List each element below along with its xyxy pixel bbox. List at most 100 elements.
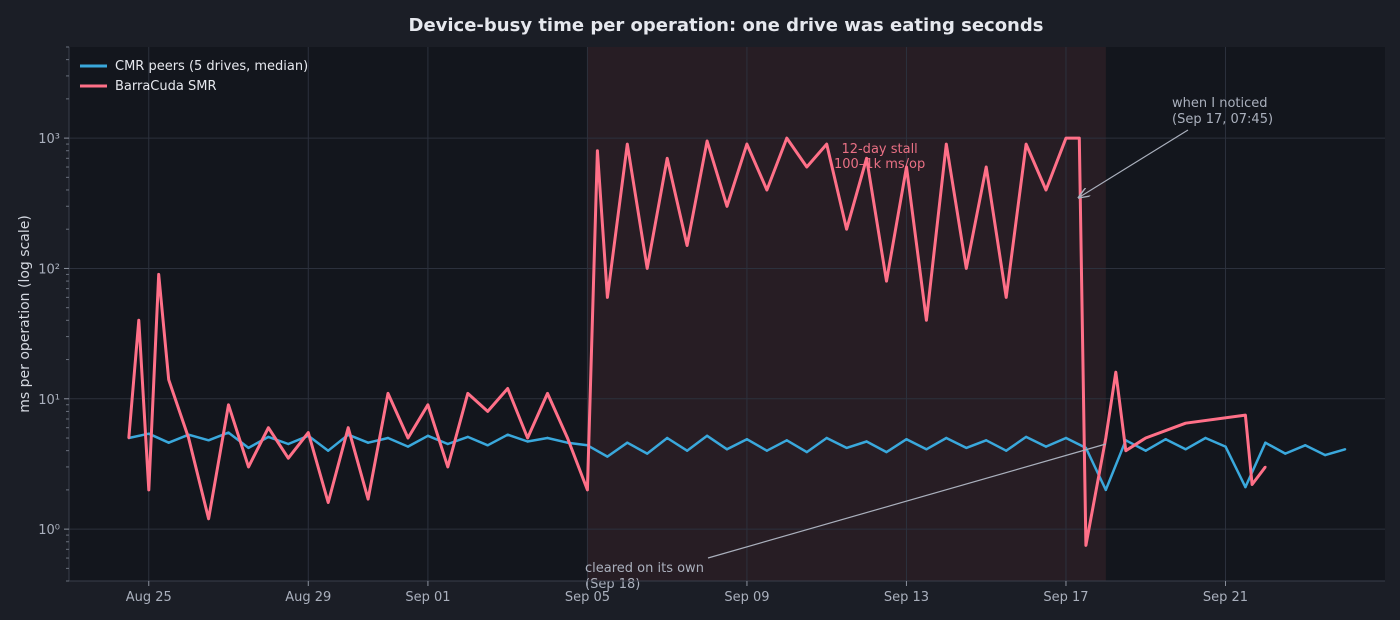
barracuda-smr-point bbox=[207, 517, 210, 520]
barracuda-smr-point bbox=[1078, 136, 1081, 140]
cmr-peers-point bbox=[745, 438, 749, 441]
cmr-peers-point bbox=[247, 446, 250, 450]
cmr-peers-point bbox=[805, 450, 808, 454]
cmr-peers-point bbox=[1005, 449, 1008, 452]
barracuda-smr-point bbox=[885, 279, 888, 283]
x-tick-label: Sep 17 bbox=[1043, 590, 1088, 605]
barracuda-smr-point bbox=[526, 436, 529, 440]
barracuda-smr-point bbox=[1184, 422, 1187, 425]
barracuda-smr-point bbox=[905, 165, 908, 169]
cmr-peers-point bbox=[646, 452, 649, 455]
cmr-peers-point bbox=[546, 436, 549, 440]
legend-label-cmr: CMR peers (5 drives, median) bbox=[115, 59, 308, 74]
cmr-peers-point bbox=[606, 455, 609, 458]
cmr-peers-point bbox=[1224, 445, 1227, 448]
cmr-peers-point bbox=[207, 439, 210, 442]
cmr-peers-point bbox=[1284, 452, 1287, 455]
cmr-peers-line bbox=[128, 431, 1346, 492]
barracuda-smr-point bbox=[765, 188, 769, 192]
barracuda-smr-point bbox=[705, 139, 709, 143]
barracuda-smr-point bbox=[1104, 436, 1108, 440]
cmr-peers-point bbox=[1324, 453, 1327, 457]
grid bbox=[69, 47, 1385, 581]
barracuda-smr-point bbox=[147, 488, 150, 492]
barracuda-smr-point bbox=[506, 387, 509, 390]
barracuda-smr-point bbox=[187, 436, 190, 440]
barracuda-smr-point bbox=[1124, 449, 1128, 452]
cmr-peers-point bbox=[1104, 488, 1108, 492]
barracuda-smr-point bbox=[546, 392, 549, 395]
barracuda-smr-point bbox=[596, 149, 599, 152]
barracuda-smr-point bbox=[725, 205, 729, 208]
cmr-peers-point bbox=[666, 436, 669, 440]
barracuda-smr-point bbox=[1144, 436, 1147, 440]
barracuda-smr-point bbox=[426, 403, 430, 406]
cmr-peers-point bbox=[327, 449, 330, 452]
annotation-cleared-text: cleared on its own bbox=[585, 561, 704, 576]
barracuda-smr-point bbox=[845, 228, 848, 231]
cmr-peers-point bbox=[426, 434, 430, 437]
legend-label-smr: BarraCuda SMR bbox=[115, 79, 216, 94]
series-layer bbox=[127, 136, 1347, 547]
barracuda-smr-point bbox=[307, 431, 310, 434]
cmr-peers-point bbox=[1044, 445, 1048, 448]
barracuda-smr-point bbox=[965, 267, 968, 270]
y-tick-label: 10¹ bbox=[38, 393, 60, 408]
y-axis-label: ms per operation (log scale) bbox=[17, 215, 33, 413]
cmr-peers-point bbox=[1144, 449, 1147, 452]
cmr-peers-point bbox=[705, 434, 709, 437]
barracuda-smr-point bbox=[366, 497, 370, 501]
annotation-noticed-text: (Sep 17, 07:45) bbox=[1172, 112, 1273, 127]
barracuda-smr-point bbox=[446, 465, 449, 469]
cmr-peers-point bbox=[1244, 485, 1247, 489]
barracuda-smr-point bbox=[1250, 483, 1254, 486]
band-label-line: 100–1k ms/op bbox=[834, 157, 925, 172]
cmr-peers-point bbox=[526, 440, 529, 443]
cmr-peers-point bbox=[366, 441, 370, 444]
stall-highlight-band bbox=[587, 47, 1106, 581]
y-tick-label: 10³ bbox=[38, 132, 60, 147]
cmr-peers-point bbox=[1343, 448, 1347, 451]
x-tick-label: Aug 25 bbox=[126, 590, 172, 605]
barracuda-smr-point bbox=[945, 142, 948, 146]
cmr-peers-point bbox=[725, 448, 729, 451]
cmr-peers-point bbox=[486, 444, 489, 447]
barracuda-smr-point bbox=[925, 319, 928, 322]
x-tick-label: Aug 29 bbox=[285, 590, 331, 605]
cmr-peers-point bbox=[626, 441, 629, 444]
barracuda-smr-point bbox=[327, 501, 330, 504]
annotation-cleared-arrow bbox=[707, 443, 1107, 559]
barracuda-smr-point bbox=[626, 142, 629, 146]
barracuda-smr-point bbox=[805, 165, 808, 169]
cmr-peers-point bbox=[147, 432, 150, 435]
cmr-peers-point bbox=[1304, 444, 1307, 447]
cmr-peers-point bbox=[865, 440, 868, 443]
cmr-peers-point bbox=[287, 442, 290, 446]
x-tick-label: Sep 21 bbox=[1203, 590, 1248, 605]
barracuda-smr-point bbox=[1114, 371, 1118, 374]
cmr-peers-point bbox=[845, 446, 848, 450]
cmr-peers-point bbox=[386, 436, 390, 440]
barracuda-smr-point bbox=[167, 378, 170, 381]
cmr-peers-point bbox=[1164, 438, 1167, 441]
barracuda-smr-point bbox=[466, 392, 469, 395]
annotations: when I noticed(Sep 17, 07:45) cleared on … bbox=[585, 96, 1273, 592]
cmr-peers-point bbox=[1264, 441, 1267, 444]
barracuda-smr-point bbox=[386, 392, 390, 395]
barracuda-smr-point bbox=[406, 436, 410, 440]
barracuda-smr-point bbox=[1064, 136, 1068, 140]
barracuda-smr-point bbox=[785, 136, 788, 140]
barracuda-smr-point bbox=[287, 457, 290, 460]
cmr-peers-point bbox=[1184, 448, 1187, 451]
barracuda-smr-point bbox=[1005, 296, 1008, 299]
barracuda-smr-point bbox=[666, 157, 669, 160]
cmr-peers-point bbox=[685, 449, 689, 452]
cmr-peers-point bbox=[885, 450, 888, 454]
x-tick-label: Sep 13 bbox=[884, 590, 929, 605]
barracuda-smr-point bbox=[985, 165, 988, 169]
barracuda-smr-point bbox=[566, 436, 569, 440]
barracuda-smr-point bbox=[685, 244, 689, 247]
barracuda-smr-point bbox=[157, 273, 160, 276]
barracuda-smr-point bbox=[865, 157, 868, 160]
